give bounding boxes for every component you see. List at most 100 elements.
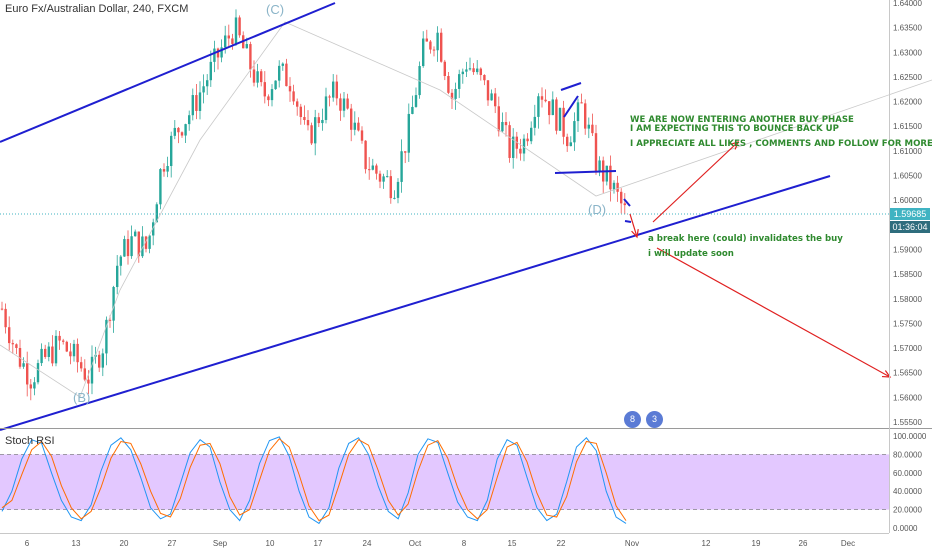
candle-body xyxy=(616,182,619,192)
candle-body xyxy=(278,65,281,81)
candle-body xyxy=(4,308,7,328)
candle-body xyxy=(522,138,526,154)
candle-body xyxy=(551,99,554,116)
wave-path-line xyxy=(0,21,932,398)
annotation-break: a break here (could) invalidates the buy xyxy=(648,234,843,244)
candle-body xyxy=(576,102,580,122)
triangle-top-line xyxy=(560,82,582,91)
x-tick-label: Oct xyxy=(409,539,422,548)
x-tick-label: 19 xyxy=(752,539,761,548)
stoch-tick-label: 40.0000 xyxy=(893,487,922,496)
x-tick-label: 15 xyxy=(508,539,517,548)
candle-body xyxy=(375,165,378,174)
candle-body xyxy=(15,344,18,348)
support-trendline xyxy=(0,175,831,431)
candle-body xyxy=(472,68,475,73)
candle-body xyxy=(40,348,43,364)
candle-body xyxy=(26,363,29,385)
y-tick-label: 1.56500 xyxy=(893,369,922,378)
candle-body xyxy=(425,38,428,42)
candle-body xyxy=(72,343,76,357)
candle-body xyxy=(22,363,25,367)
candle-body xyxy=(47,346,50,357)
triangle-side-line xyxy=(563,95,579,118)
candle-body xyxy=(461,71,464,75)
candle-body xyxy=(494,93,497,107)
candle-body xyxy=(562,107,565,137)
bearish-arrow-head xyxy=(881,370,892,378)
y-tick-label: 1.62500 xyxy=(893,73,922,82)
short-blue-mark xyxy=(624,220,632,223)
candle-body xyxy=(440,32,443,62)
y-tick-label: 1.58500 xyxy=(893,270,922,279)
candle-body xyxy=(404,151,407,153)
candle-body xyxy=(414,95,418,107)
candle-body xyxy=(303,117,306,121)
candle-body xyxy=(18,347,22,367)
candle-body xyxy=(180,132,184,136)
candle-body xyxy=(389,176,392,199)
candle-body xyxy=(148,235,151,249)
candle-body xyxy=(137,231,140,257)
candle-body xyxy=(227,35,230,39)
candle-body xyxy=(623,203,626,206)
candle-body xyxy=(144,236,148,249)
candle-body xyxy=(130,236,133,257)
candle-body xyxy=(573,121,576,143)
candle-body xyxy=(36,363,40,383)
candle-body xyxy=(537,96,540,117)
candle-body xyxy=(159,169,162,205)
candle-body xyxy=(195,95,198,111)
candle-body xyxy=(177,127,180,133)
candle-body xyxy=(299,106,302,118)
x-tick-label: 8 xyxy=(462,539,467,548)
event-badge-1[interactable]: 8 xyxy=(624,411,641,428)
stoch-d-line xyxy=(1,438,627,522)
pane-separator[interactable] xyxy=(0,428,932,429)
candle-body xyxy=(202,86,205,93)
event-badge-2[interactable]: 3 xyxy=(646,411,663,428)
candle-body xyxy=(274,80,277,90)
candle-body xyxy=(339,98,342,111)
time-axis-line xyxy=(0,533,889,534)
candle-body xyxy=(213,48,216,62)
candle-body xyxy=(422,38,425,67)
candle-body xyxy=(8,327,11,344)
candle-body xyxy=(526,138,529,142)
candle-body xyxy=(443,61,446,77)
stoch-tick-label: 60.0000 xyxy=(893,469,922,478)
candle-body xyxy=(501,121,504,132)
stoch-k-line xyxy=(1,436,627,525)
candle-body xyxy=(69,351,72,357)
candle-body xyxy=(54,335,58,364)
candle-body xyxy=(170,135,173,167)
candle-body xyxy=(479,68,482,76)
candle-body xyxy=(587,124,590,129)
chart-title: Euro Fx/Australian Dollar, 240, FXCM xyxy=(5,3,189,15)
last-price-tag: 1.59685 xyxy=(890,208,930,220)
candle-body xyxy=(83,368,86,380)
candle-body xyxy=(90,356,94,384)
upper-channel-trendline xyxy=(0,2,336,143)
candle-body xyxy=(234,17,238,44)
candle-body xyxy=(584,103,587,129)
candle-body xyxy=(134,231,137,237)
bearish-arrow xyxy=(656,247,891,378)
x-tick-label: 26 xyxy=(799,539,808,548)
x-tick-label: 27 xyxy=(168,539,177,548)
annotation-line3: I APPRECIATE ALL LIKES , COMMENTS AND FO… xyxy=(630,139,932,149)
candle-body xyxy=(188,115,191,125)
candle-body xyxy=(108,319,112,321)
candle-body xyxy=(357,122,360,131)
candle-body xyxy=(558,107,562,131)
short-blue-mark xyxy=(623,198,631,207)
candle-body xyxy=(393,197,396,199)
candle-body xyxy=(483,75,486,81)
y-tick-label: 1.62000 xyxy=(893,98,922,107)
candle-body xyxy=(512,136,515,158)
candle-body xyxy=(353,122,356,130)
candle-body xyxy=(332,81,335,98)
y-tick-label: 1.63000 xyxy=(893,48,922,57)
candle-body xyxy=(162,169,166,172)
